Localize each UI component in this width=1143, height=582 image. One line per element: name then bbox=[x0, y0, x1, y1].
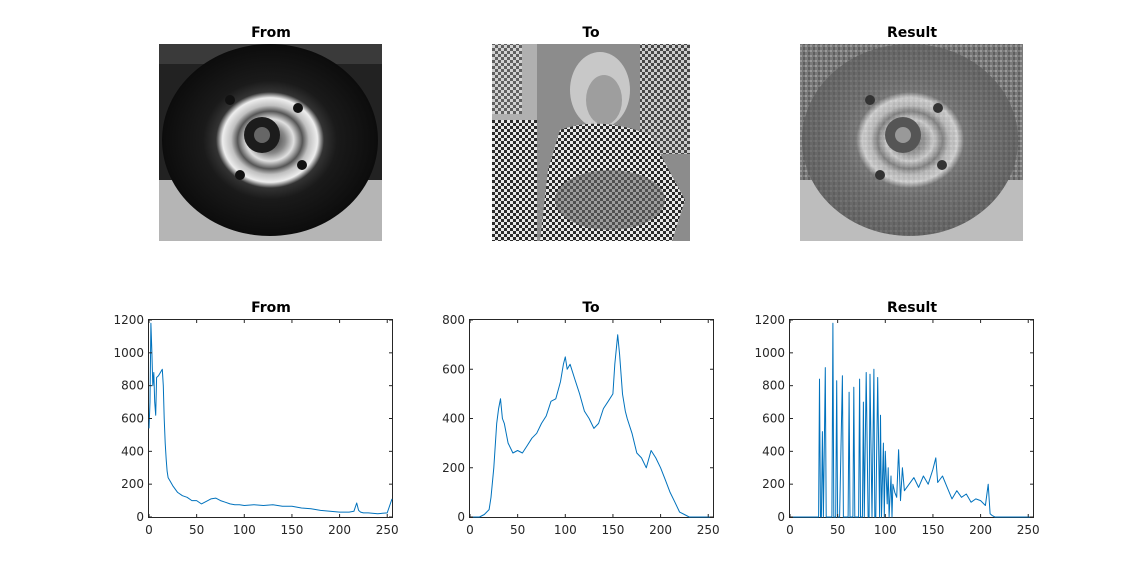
ytick-label-to: 800 bbox=[442, 313, 465, 327]
ytick-label-from: 1000 bbox=[113, 346, 144, 360]
ytick-label-result: 1200 bbox=[754, 313, 785, 327]
ytick-label-result: 600 bbox=[762, 412, 785, 426]
xtick-label-result: 250 bbox=[1017, 523, 1040, 537]
ytick-label-result: 1000 bbox=[754, 346, 785, 360]
ytick-label-from: 800 bbox=[121, 379, 144, 393]
ytick-label-result: 0 bbox=[777, 510, 785, 524]
xtick-label-to: 200 bbox=[649, 523, 672, 537]
xtick-label-to: 150 bbox=[601, 523, 624, 537]
xtick-label-from: 50 bbox=[189, 523, 204, 537]
image-to-woman bbox=[492, 44, 690, 241]
series-line-result bbox=[790, 322, 1033, 518]
xtick-label-to: 0 bbox=[466, 523, 474, 537]
xtick-label-to: 250 bbox=[697, 523, 720, 537]
image-result-tyre bbox=[800, 44, 1023, 241]
ytick-label-to: 600 bbox=[442, 362, 465, 376]
xtick-label-from: 200 bbox=[328, 523, 351, 537]
xtick-label-result: 100 bbox=[874, 523, 897, 537]
image-title-to: To bbox=[582, 25, 600, 41]
ytick-label-result: 400 bbox=[762, 444, 785, 458]
xtick-label-result: 150 bbox=[921, 523, 944, 537]
xtick-label-from: 250 bbox=[376, 523, 399, 537]
ytick-label-from: 600 bbox=[121, 412, 144, 426]
ytick-label-to: 0 bbox=[457, 510, 465, 524]
axes-box-from bbox=[148, 319, 393, 518]
ytick-label-from: 400 bbox=[121, 444, 144, 458]
xtick-label-result: 200 bbox=[969, 523, 992, 537]
ticks-to: 0 50 100 150 200 250 0 200 400 600 800 bbox=[442, 313, 720, 537]
histogram-from: From 0 50 100 150 200 250 0 200 400 600 800 1000 120… bbox=[113, 300, 398, 537]
xtick-label-to: 50 bbox=[510, 523, 525, 537]
ytick-label-from: 1200 bbox=[113, 313, 144, 327]
ytick-label-to: 400 bbox=[442, 412, 465, 426]
chart-title-to: To bbox=[582, 300, 600, 316]
ytick-label-from: 200 bbox=[121, 477, 144, 491]
image-title-from: From bbox=[251, 25, 291, 41]
image-title-result: Result bbox=[887, 25, 937, 41]
ytick-label-to: 200 bbox=[442, 461, 465, 475]
xtick-label-to: 100 bbox=[554, 523, 577, 537]
ytick-label-result: 800 bbox=[762, 379, 785, 393]
axes-box-result bbox=[789, 319, 1034, 518]
series-line-from bbox=[148, 322, 393, 515]
ytick-label-from: 0 bbox=[136, 510, 144, 524]
series-line-to bbox=[470, 334, 713, 518]
chart-title-from: From bbox=[251, 300, 291, 316]
chart-title-result: Result bbox=[887, 300, 937, 316]
xtick-label-from: 100 bbox=[233, 523, 256, 537]
ticks-from: 0 50 100 150 200 250 0 200 400 600 800 1000 1200 bbox=[113, 313, 398, 537]
ticks-result: 0 50 100 150 200 250 0 200 400 600 800 1000 1200 bbox=[754, 313, 1039, 537]
xtick-label-result: 0 bbox=[786, 523, 794, 537]
xtick-label-result: 50 bbox=[830, 523, 845, 537]
xtick-label-from: 0 bbox=[145, 523, 153, 537]
axes-box-to bbox=[469, 319, 714, 518]
image-from-tyre bbox=[159, 44, 382, 241]
ytick-label-result: 200 bbox=[762, 477, 785, 491]
histogram-to: To 0 50 100 150 200 250 0 200 400 600 800 bbox=[442, 300, 720, 537]
histogram-result: Result 0 50 100 150 200 250 0 200 400 600 800 1000 1… bbox=[754, 300, 1039, 537]
xtick-label-from: 150 bbox=[280, 523, 303, 537]
